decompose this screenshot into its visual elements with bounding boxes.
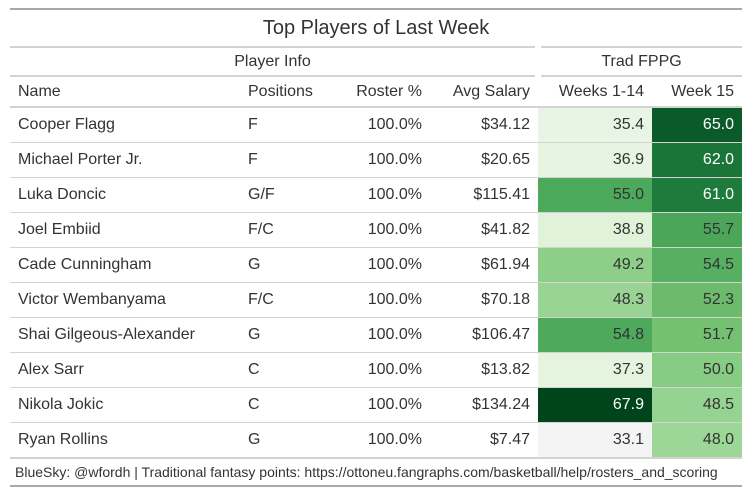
- table-row: Michael Porter Jr. F 100.0% $20.65 36.9 62.0: [10, 142, 743, 178]
- col-header-salary: Avg Salary: [430, 76, 538, 108]
- table-row: Nikola Jokic C 100.0% $134.24 67.9 48.5: [10, 387, 743, 423]
- cell-roster: 100.0%: [330, 212, 430, 248]
- cell-positions: G: [240, 422, 330, 458]
- cell-week-15: 54.5: [652, 247, 743, 283]
- cell-positions: G: [240, 317, 330, 353]
- cell-roster: 100.0%: [330, 106, 430, 143]
- col-header-roster: Roster %: [330, 76, 430, 108]
- cell-name: Victor Wembanyama: [10, 282, 240, 318]
- cell-week-15: 48.0: [652, 422, 743, 458]
- cell-weeks-1-14: 37.3: [538, 352, 652, 388]
- cell-weeks-1-14: 55.0: [538, 177, 652, 213]
- table-row: Cooper Flagg F 100.0% $34.12 35.4 65.0: [10, 106, 743, 143]
- cell-weeks-1-14: 38.8: [538, 212, 652, 248]
- cell-salary: $41.82: [430, 212, 538, 248]
- cell-positions: C: [240, 387, 330, 423]
- cell-weeks-1-14: 33.1: [538, 422, 652, 458]
- cell-name: Shai Gilgeous-Alexander: [10, 317, 240, 353]
- cell-salary: $61.94: [430, 247, 538, 283]
- cell-week-15: 52.3: [652, 282, 743, 318]
- cell-positions: C: [240, 352, 330, 388]
- table-row: Shai Gilgeous-Alexander G 100.0% $106.47 54.…: [10, 317, 743, 353]
- cell-name: Joel Embiid: [10, 212, 240, 248]
- cell-roster: 100.0%: [330, 282, 430, 318]
- cell-name: Cade Cunningham: [10, 247, 240, 283]
- cell-week-15: 65.0: [652, 106, 743, 143]
- cell-salary: $34.12: [430, 106, 538, 143]
- table-row: Ryan Rollins G 100.0% $7.47 33.1 48.0: [10, 422, 743, 458]
- cell-roster: 100.0%: [330, 317, 430, 353]
- cell-week-15: 48.5: [652, 387, 743, 423]
- cell-weeks-1-14: 35.4: [538, 106, 652, 143]
- cell-salary: $7.47: [430, 422, 538, 458]
- players-table: Top Players of Last Week Player Info Trad…: [10, 8, 743, 487]
- cell-salary: $20.65: [430, 142, 538, 178]
- source-note: BlueSky: @wfordh | Traditional fantasy p…: [10, 457, 743, 487]
- spanner-player-info: Player Info: [10, 47, 538, 77]
- table-row: Joel Embiid F/C 100.0% $41.82 38.8 55.7: [10, 212, 743, 248]
- cell-name: Luka Doncic: [10, 177, 240, 213]
- cell-week-15: 55.7: [652, 212, 743, 248]
- col-header-name: Name: [10, 76, 240, 108]
- table-row: Victor Wembanyama F/C 100.0% $70.18 48.3 52.3: [10, 282, 743, 318]
- cell-roster: 100.0%: [330, 422, 430, 458]
- cell-roster: 100.0%: [330, 142, 430, 178]
- cell-weeks-1-14: 54.8: [538, 317, 652, 353]
- cell-week-15: 62.0: [652, 142, 743, 178]
- col-header-positions: Positions: [240, 76, 330, 108]
- cell-week-15: 50.0: [652, 352, 743, 388]
- cell-roster: 100.0%: [330, 247, 430, 283]
- col-header-week-15: Week 15: [652, 76, 743, 108]
- cell-roster: 100.0%: [330, 352, 430, 388]
- table-row: Luka Doncic G/F 100.0% $115.41 55.0 61.0: [10, 177, 743, 213]
- cell-positions: F: [240, 142, 330, 178]
- cell-week-15: 51.7: [652, 317, 743, 353]
- cell-name: Ryan Rollins: [10, 422, 240, 458]
- cell-roster: 100.0%: [330, 177, 430, 213]
- cell-positions: G: [240, 247, 330, 283]
- cell-positions: F: [240, 106, 330, 143]
- col-header-weeks-1-14: Weeks 1-14: [538, 76, 652, 108]
- cell-salary: $13.82: [430, 352, 538, 388]
- cell-salary: $70.18: [430, 282, 538, 318]
- cell-name: Cooper Flagg: [10, 106, 240, 143]
- cell-salary: $106.47: [430, 317, 538, 353]
- cell-name: Michael Porter Jr.: [10, 142, 240, 178]
- cell-salary: $134.24: [430, 387, 538, 423]
- cell-positions: G/F: [240, 177, 330, 213]
- table-title: Top Players of Last Week: [10, 8, 743, 48]
- spanner-trad-fppg: Trad FPPG: [534, 47, 743, 77]
- cell-weeks-1-14: 48.3: [538, 282, 652, 318]
- table-row: Cade Cunningham G 100.0% $61.94 49.2 54.5: [10, 247, 743, 283]
- cell-weeks-1-14: 49.2: [538, 247, 652, 283]
- cell-name: Alex Sarr: [10, 352, 240, 388]
- cell-weeks-1-14: 36.9: [538, 142, 652, 178]
- cell-weeks-1-14: 67.9: [538, 387, 652, 423]
- cell-name: Nikola Jokic: [10, 387, 240, 423]
- cell-salary: $115.41: [430, 177, 538, 213]
- table-row: Alex Sarr C 100.0% $13.82 37.3 50.0: [10, 352, 743, 388]
- cell-positions: F/C: [240, 212, 330, 248]
- cell-positions: F/C: [240, 282, 330, 318]
- cell-week-15: 61.0: [652, 177, 743, 213]
- cell-roster: 100.0%: [330, 387, 430, 423]
